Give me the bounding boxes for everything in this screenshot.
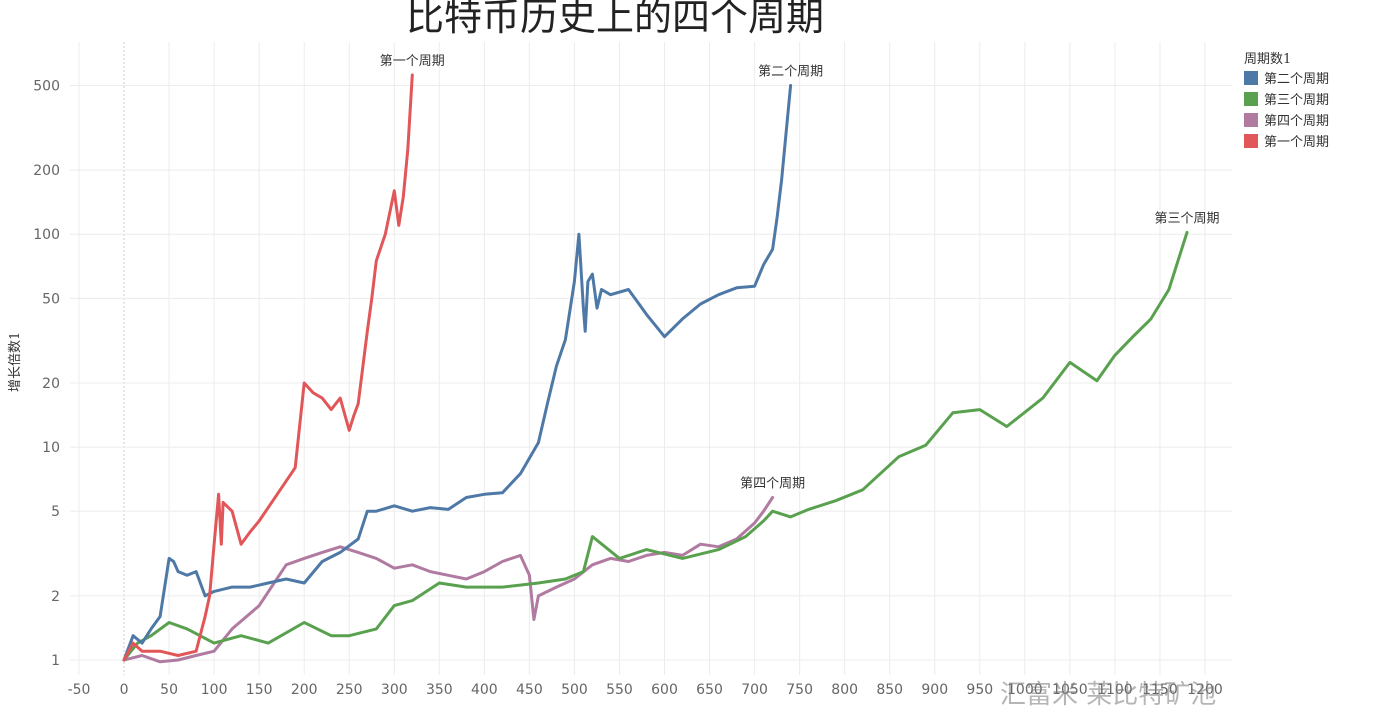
x-tick-label: 600: [651, 682, 678, 698]
x-tick-label: 150: [246, 682, 273, 698]
x-tick-label: 1050: [1052, 682, 1088, 698]
x-tick-label: 200: [291, 682, 318, 698]
x-tick-label: 850: [876, 682, 903, 698]
x-tick-label: 450: [516, 682, 543, 698]
x-tick-label: 750: [786, 682, 813, 698]
x-tick-label: 950: [966, 682, 993, 698]
legend-swatch: [1244, 71, 1258, 85]
y-tick-label: 5: [51, 504, 60, 520]
legend-swatch: [1244, 113, 1258, 127]
legend-label: 第三个周期: [1264, 93, 1330, 108]
series-line: [122, 73, 414, 662]
x-tick-label: 800: [831, 682, 858, 698]
x-tick-label: 1100: [1097, 682, 1133, 698]
legend-item-cycle-4[interactable]: 第四个周期: [1244, 113, 1329, 134]
x-tick-label: 550: [606, 682, 633, 698]
y-tick-label: 100: [33, 227, 60, 243]
y-axis-ticks: 1 2 5 10 20 50 100 200 500: [33, 78, 60, 669]
y-tick-label: 500: [33, 78, 60, 94]
series-lines: [122, 73, 1189, 664]
series-end-label: 第一个周期: [380, 54, 445, 69]
x-tick-label: 100: [201, 682, 228, 698]
watermark: 汇富米 莱比特矿池: [1000, 680, 1217, 710]
y-tick-label: 50: [42, 291, 60, 307]
legend-swatch: [1244, 134, 1258, 148]
x-tick-label: 400: [471, 682, 498, 698]
series-end-label: 第三个周期: [1154, 211, 1219, 226]
series-line: [122, 84, 793, 662]
x-tick-label: 1150: [1142, 682, 1178, 698]
series-line: [122, 496, 775, 664]
x-tick-label: 250: [336, 682, 363, 698]
legend-swatch: [1244, 92, 1258, 106]
x-tick-label: 300: [381, 682, 408, 698]
legend-item-cycle-1[interactable]: 第一个周期: [1244, 134, 1329, 155]
chart-title: 比特币历史上的四个周期: [405, 0, 824, 39]
series-end-label: 第四个周期: [740, 476, 805, 491]
legend-label: 第二个周期: [1264, 72, 1330, 87]
legend-item-cycle-2[interactable]: 第二个周期: [1244, 71, 1329, 92]
x-tick-label: 500: [561, 682, 588, 698]
x-tick-label: 0: [120, 682, 129, 698]
y-tick-label: 10: [42, 440, 60, 456]
y-tick-label: 2: [51, 589, 60, 605]
legend-label: 第四个周期: [1264, 114, 1330, 129]
y-tick-label: 1: [51, 653, 60, 669]
x-tick-label: 700: [741, 682, 768, 698]
x-tick-label: 650: [696, 682, 723, 698]
y-axis-label: 增长倍数1: [8, 331, 23, 392]
legend-item-cycle-3[interactable]: 第三个周期: [1244, 92, 1329, 113]
grid-lines: [70, 42, 1232, 675]
x-tick-label: 350: [426, 682, 453, 698]
y-tick-label: 200: [33, 163, 60, 179]
series-annotations: 第四个周期 第三个周期 第二个周期 第一个周期: [380, 54, 1220, 491]
x-tick-label: 1200: [1187, 682, 1223, 698]
y-tick-label: 20: [42, 376, 60, 392]
x-tick-label: -50: [68, 682, 91, 698]
series-end-label: 第二个周期: [758, 64, 823, 79]
series-line: [122, 230, 1189, 662]
x-tick-label: 900: [921, 682, 948, 698]
x-tick-label: 1000: [1007, 682, 1043, 698]
legend-title: 周期数1: [1244, 52, 1292, 67]
x-tick-label: 50: [160, 682, 178, 698]
legend-label: 第一个周期: [1264, 135, 1330, 150]
legend: 周期数1 第二个周期 第三个周期 第四个周期 第一个周期: [1244, 48, 1329, 155]
x-axis-ticks: -50 0 50 100 150 200 250 300 350 400 450 500 550 600 6…: [68, 682, 1223, 698]
